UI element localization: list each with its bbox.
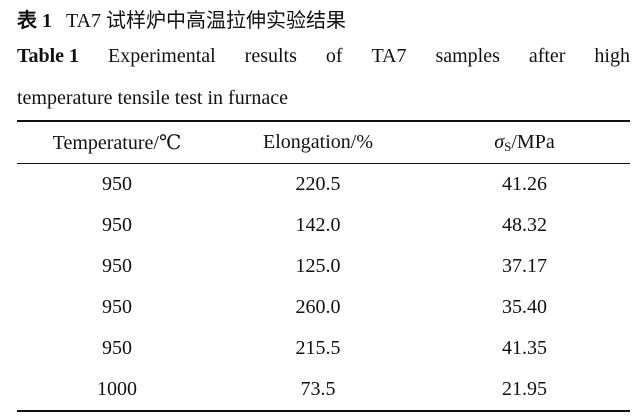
header-elongation: Elongation/%	[263, 131, 373, 153]
cell-elongation: 260.0	[295, 296, 341, 318]
cell-temperature: 950	[102, 173, 132, 195]
cell-elongation: 125.0	[295, 255, 341, 277]
table-row: 950 220.5 41.26	[17, 164, 630, 206]
caption-en-label: Table 1	[17, 45, 80, 67]
caption-word: TA7	[371, 45, 407, 67]
results-table: Temperature/℃ Elongation/% σS/MPa 950 220…	[17, 120, 630, 412]
caption-word: results	[244, 45, 297, 67]
cell-yield-stress: 41.26	[502, 173, 547, 195]
table-row: 950 215.5 41.35	[17, 328, 630, 369]
caption-word: Experimental	[108, 45, 216, 67]
caption-word: samples	[435, 45, 500, 67]
caption-word: after	[528, 45, 566, 67]
cell-temperature: 950	[102, 296, 132, 318]
cell-yield-stress: 21.95	[502, 378, 547, 400]
caption-chinese: 表 1 TA7 试样炉中高温拉伸实验结果	[17, 4, 346, 33]
sigma-symbol: σ	[494, 130, 505, 153]
cell-yield-stress: 41.35	[502, 337, 547, 359]
cell-elongation: 73.5	[300, 378, 336, 400]
caption-cn-title: TA7 试样炉中高温拉伸实验结果	[66, 10, 347, 32]
table-row: 950 125.0 37.17	[17, 246, 630, 287]
cell-yield-stress: 48.32	[502, 214, 547, 236]
caption-cn-label: 表 1	[17, 10, 52, 32]
cell-temperature: 950	[102, 255, 132, 277]
cell-temperature: 950	[102, 214, 132, 236]
cell-yield-stress: 35.40	[502, 296, 547, 318]
cell-yield-stress: 37.17	[502, 255, 547, 277]
cell-elongation: 142.0	[295, 214, 341, 236]
table-row: 950 260.0 35.40	[17, 287, 630, 328]
header-yield-stress: σS/MPa	[419, 121, 630, 164]
table-row: 1000 73.5 21.95	[17, 369, 630, 411]
caption-english-line2: temperature tensile test in furnace	[17, 87, 288, 109]
header-temperature: Temperature/℃	[52, 132, 182, 154]
cell-elongation: 220.5	[295, 173, 341, 195]
caption-word: of	[325, 45, 343, 67]
cell-temperature: 950	[102, 337, 132, 359]
sigma-subscript: S	[504, 138, 512, 154]
caption-word: high	[594, 45, 630, 67]
stress-unit: /MPa	[511, 130, 555, 153]
cell-temperature: 1000	[97, 378, 137, 400]
table-row: 950 142.0 48.32	[17, 205, 630, 246]
header-row: Temperature/℃ Elongation/% σS/MPa	[17, 121, 630, 164]
caption-english: Table 1 Experimental results of TA7 samp…	[17, 45, 630, 68]
cell-elongation: 215.5	[295, 337, 341, 359]
